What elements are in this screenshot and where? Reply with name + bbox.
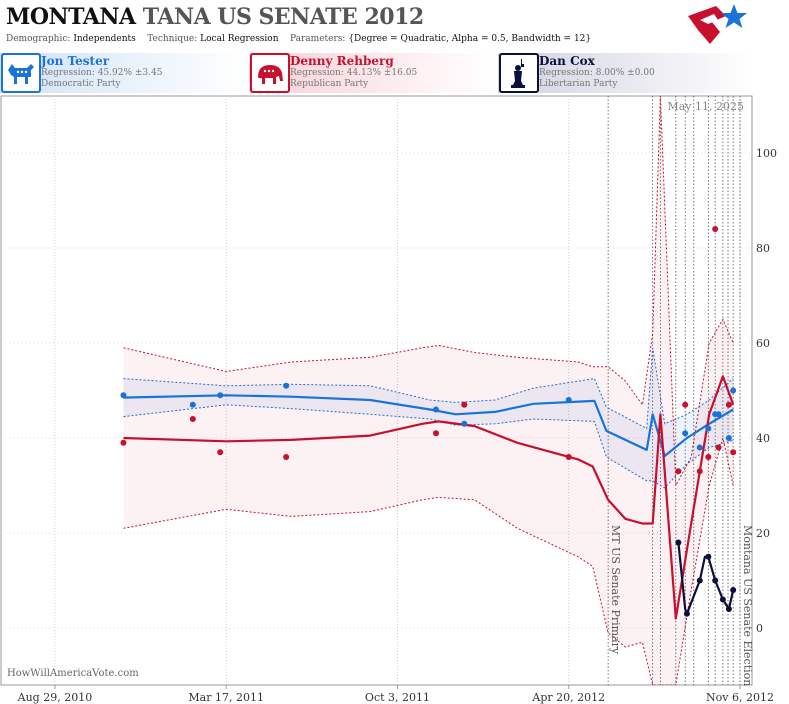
data-point xyxy=(725,435,732,441)
data-point xyxy=(705,454,712,460)
data-point xyxy=(696,468,703,475)
data-point xyxy=(433,430,440,437)
data-point xyxy=(725,401,732,408)
data-point xyxy=(730,587,737,593)
title-state: MONTANA xyxy=(6,4,136,30)
candidate-regression: Regression: 44.13% ±16.05 xyxy=(290,68,418,78)
x-tick-label: Aug 29, 2010 xyxy=(17,691,93,704)
data-point xyxy=(461,420,468,427)
parameters-line: Demographic: Independents Technique: Loc… xyxy=(6,34,591,44)
data-point xyxy=(696,577,703,584)
liberty-statue-icon xyxy=(499,53,539,93)
candidate-regression: Regression: 45.92% ±3.45 xyxy=(41,68,163,78)
data-point xyxy=(696,444,703,451)
data-point xyxy=(725,606,732,612)
y-tick-label: 80 xyxy=(756,242,770,255)
candidate-legend: Jon Tester Regression: 45.92% ±3.45 Demo… xyxy=(0,53,789,95)
data-point xyxy=(120,392,127,399)
candidate-name: Jon Tester xyxy=(41,54,110,68)
header: MONTANA TANA US SENATE 2012 Demographic:… xyxy=(0,0,789,50)
data-point xyxy=(217,449,224,456)
data-point xyxy=(715,411,722,418)
candidate-regression: Regression: 8.00% ±0.00 xyxy=(539,68,655,78)
data-point xyxy=(565,454,572,460)
trend-line xyxy=(123,375,735,620)
data-point xyxy=(565,397,572,403)
elephant-icon xyxy=(250,53,290,93)
data-point xyxy=(712,577,719,584)
plot-area xyxy=(120,96,741,685)
upper-bound-line xyxy=(123,347,734,430)
data-point xyxy=(715,444,722,451)
date-label: May 11, 2025 xyxy=(667,100,744,113)
x-tick-label: Apr 20, 2012 xyxy=(531,691,605,704)
title-race: TANA US SENATE 2012 xyxy=(142,4,424,30)
technique-label: Technique: xyxy=(147,34,198,44)
event-label: Montana US Senate Election xyxy=(741,525,754,686)
data-point xyxy=(461,401,468,408)
trend-line xyxy=(123,394,734,458)
data-point xyxy=(712,226,719,232)
y-tick-label: 100 xyxy=(756,147,777,160)
parameters-value: {Degree = Quadratic, Alpha = 0.5, Bandwi… xyxy=(348,34,592,44)
event-label: MT US Senate Primary xyxy=(609,525,622,655)
x-tick-label: Nov 6, 2012 xyxy=(706,691,774,704)
data-point xyxy=(730,387,737,394)
parameters-label: Parameters: xyxy=(289,34,346,44)
confidence-band xyxy=(123,347,734,488)
data-point xyxy=(120,439,127,446)
y-tick-label: 20 xyxy=(756,527,770,540)
data-point xyxy=(705,553,712,560)
data-point xyxy=(189,416,196,422)
y-tick-label: 60 xyxy=(756,337,770,350)
data-point xyxy=(283,454,290,460)
data-point xyxy=(683,610,690,617)
technique-value: Local Regression xyxy=(200,34,279,44)
data-point xyxy=(283,382,290,389)
demographic-label: Demographic: xyxy=(6,34,71,44)
data-point xyxy=(682,401,689,408)
star-logo-icon xyxy=(688,4,747,44)
confidence-band xyxy=(123,96,734,685)
data-point xyxy=(682,430,689,437)
data-point xyxy=(719,596,726,603)
data-point xyxy=(433,406,440,413)
donkey-icon xyxy=(1,53,41,93)
y-tick-label: 0 xyxy=(756,622,763,635)
x-tick-label: Oct 3, 2011 xyxy=(365,691,430,704)
data-point xyxy=(675,468,682,475)
x-tick-label: Mar 17, 2011 xyxy=(188,691,264,704)
data-point xyxy=(705,425,712,432)
demographic-value: Independents xyxy=(73,34,136,44)
candidate-party: Republican Party xyxy=(290,79,369,89)
polling-chart: MT US Senate Primary Montana US Senate El… xyxy=(0,95,777,704)
upper-bound-line xyxy=(123,96,734,488)
candidate-party: Democratic Party xyxy=(41,79,121,89)
page-title: MONTANA TANA US SENATE 2012 xyxy=(6,4,424,30)
candidate-name: Dan Cox xyxy=(539,54,595,68)
data-point xyxy=(189,401,196,408)
lower-bound-line xyxy=(123,437,734,685)
data-point xyxy=(675,539,682,546)
data-point xyxy=(217,392,224,399)
candidate-party: Libertarian Party xyxy=(539,79,618,89)
y-tick-label: 40 xyxy=(756,432,770,445)
site-credit: HowWillAmericaVote.com xyxy=(7,668,139,679)
data-point xyxy=(730,449,737,456)
plot-frame xyxy=(0,95,753,686)
candidate-name: Denny Rehberg xyxy=(290,54,394,68)
